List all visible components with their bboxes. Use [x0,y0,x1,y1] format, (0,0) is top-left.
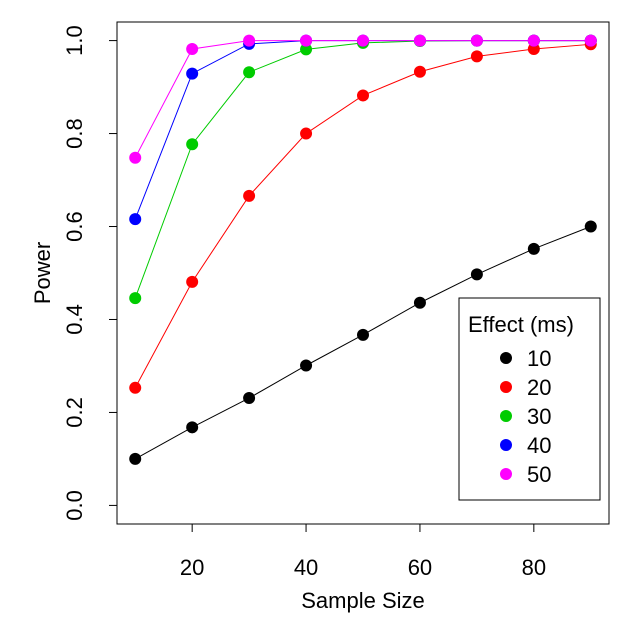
x-tick-label: 80 [522,555,546,580]
y-tick-label: 1.0 [62,25,87,56]
data-point [300,127,313,140]
data-point [470,268,483,281]
y-axis-label: Power [30,242,55,304]
data-point [470,50,483,63]
legend-items: 10 20 30 40 50 [500,346,551,487]
series-20 [129,38,597,394]
series-10 [129,220,597,465]
y-tick-label: 0.2 [62,397,87,428]
data-point [413,296,426,309]
data-point [300,359,313,372]
legend-label: 50 [527,462,551,487]
legend-title: Effect (ms) [468,312,574,337]
series-40 [129,34,597,226]
data-point [413,34,426,47]
data-point [584,220,597,233]
x-tick-label: 60 [408,555,432,580]
data-point [129,381,142,394]
series-line-30 [134,40,591,299]
series-layer [129,34,597,465]
data-point [129,151,142,164]
x-axis-label: Sample Size [301,588,425,613]
data-point [300,34,313,47]
data-point [186,275,199,288]
x-axis: 20 40 60 80 [180,523,546,580]
legend-marker [500,352,512,364]
data-point [186,138,199,151]
data-point [243,189,256,202]
data-point [357,89,369,102]
legend-label: 30 [527,404,551,429]
data-point [527,242,540,255]
data-point [527,34,540,47]
legend-marker [500,410,512,422]
data-point [243,34,256,47]
data-point [243,392,256,405]
x-tick-label: 40 [294,555,318,580]
legend-label: 40 [527,433,551,458]
data-point [129,213,142,226]
legend-marker [500,468,512,480]
legend-marker [500,381,512,393]
x-tick-label: 20 [180,555,204,580]
series-30 [129,34,597,305]
y-tick-label: 0.4 [62,304,87,335]
data-point [129,292,142,305]
legend[interactable]: Effect (ms) 10 20 30 40 50 [458,297,601,501]
data-point [186,67,199,80]
data-point [243,66,256,79]
data-point [357,328,369,341]
legend-label: 10 [527,346,551,371]
y-tick-label: 0.8 [62,118,87,149]
data-point [413,65,426,78]
y-tick-label: 0.0 [62,490,87,521]
y-axis: 0.0 0.2 0.4 0.6 0.8 1.0 [62,25,118,521]
data-point [527,42,540,55]
data-point [584,34,597,47]
legend-marker [500,439,512,451]
y-tick-label: 0.6 [62,211,87,242]
data-point [470,34,483,47]
legend-label: 20 [527,375,551,400]
data-point [300,43,313,56]
data-point [186,421,199,434]
legend-box [458,297,601,501]
data-point [129,452,142,465]
data-point [186,42,199,55]
data-point [357,34,369,47]
series-50 [129,34,597,164]
